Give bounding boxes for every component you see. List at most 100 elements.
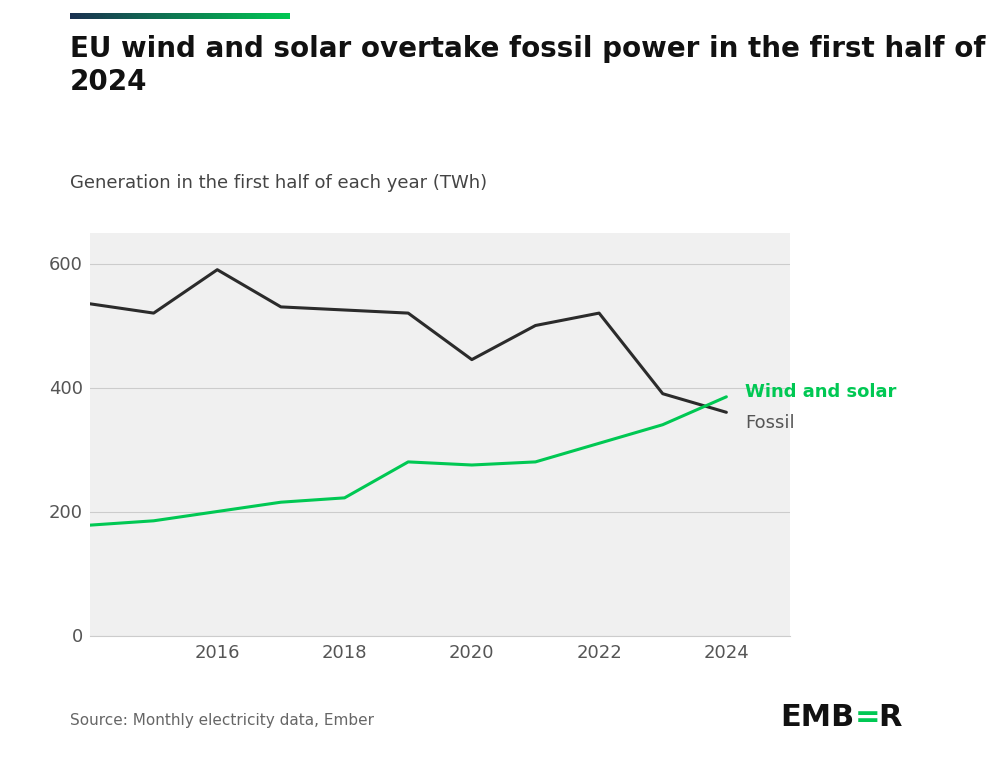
Bar (264, 13, 266, 19)
Bar (257, 13, 259, 19)
Bar (156, 13, 158, 19)
Bar (121, 13, 123, 19)
Bar (103, 13, 105, 19)
Bar (283, 13, 286, 19)
Bar (211, 13, 213, 19)
Bar (228, 13, 231, 19)
Bar (182, 13, 184, 19)
Bar (209, 13, 211, 19)
Bar (162, 13, 165, 19)
Bar (149, 13, 151, 19)
Bar (250, 13, 253, 19)
Bar (101, 13, 103, 19)
Bar (226, 13, 228, 19)
Bar (176, 13, 178, 19)
Bar (154, 13, 156, 19)
Bar (195, 13, 198, 19)
Bar (204, 13, 206, 19)
Bar (220, 13, 222, 19)
Bar (127, 13, 129, 19)
Bar (123, 13, 125, 19)
Bar (72, 13, 74, 19)
Bar (77, 13, 79, 19)
Bar (143, 13, 145, 19)
Bar (85, 13, 88, 19)
Bar (140, 13, 143, 19)
Bar (178, 13, 180, 19)
Bar (233, 13, 235, 19)
Bar (116, 13, 118, 19)
Bar (248, 13, 250, 19)
Bar (74, 13, 77, 19)
Text: R: R (878, 704, 902, 732)
Bar (136, 13, 138, 19)
Bar (275, 13, 277, 19)
Bar (200, 13, 202, 19)
Bar (281, 13, 283, 19)
Bar (112, 13, 114, 19)
Bar (239, 13, 242, 19)
Bar (167, 13, 169, 19)
Bar (259, 13, 261, 19)
Bar (147, 13, 149, 19)
Bar (235, 13, 237, 19)
Bar (198, 13, 200, 19)
Bar (184, 13, 187, 19)
Bar (244, 13, 246, 19)
Bar (88, 13, 90, 19)
Bar (125, 13, 127, 19)
Text: Source: Monthly electricity data, Ember: Source: Monthly electricity data, Ember (70, 714, 374, 728)
Bar (217, 13, 220, 19)
Text: Fossil: Fossil (745, 415, 795, 432)
Bar (246, 13, 248, 19)
Bar (107, 13, 110, 19)
Bar (138, 13, 140, 19)
Bar (110, 13, 112, 19)
Bar (255, 13, 257, 19)
Bar (187, 13, 189, 19)
Bar (96, 13, 99, 19)
Bar (266, 13, 268, 19)
Bar (286, 13, 288, 19)
Bar (70, 13, 72, 19)
Bar (105, 13, 107, 19)
Bar (92, 13, 94, 19)
Bar (165, 13, 167, 19)
Bar (253, 13, 255, 19)
Bar (169, 13, 171, 19)
Bar (129, 13, 132, 19)
Bar (160, 13, 162, 19)
Bar (132, 13, 134, 19)
Text: =: = (855, 704, 881, 732)
Bar (180, 13, 182, 19)
Bar (277, 13, 279, 19)
Bar (193, 13, 195, 19)
Bar (173, 13, 176, 19)
Bar (114, 13, 116, 19)
Bar (171, 13, 173, 19)
Text: EU wind and solar overtake fossil power in the first half of
2024: EU wind and solar overtake fossil power … (70, 35, 986, 96)
Bar (288, 13, 290, 19)
Bar (213, 13, 215, 19)
Bar (83, 13, 85, 19)
Text: Generation in the first half of each year (TWh): Generation in the first half of each yea… (70, 174, 487, 192)
Bar (158, 13, 160, 19)
Bar (270, 13, 272, 19)
Bar (189, 13, 191, 19)
Bar (99, 13, 101, 19)
Text: Wind and solar: Wind and solar (745, 383, 897, 401)
Bar (224, 13, 226, 19)
Bar (237, 13, 239, 19)
Bar (202, 13, 204, 19)
Bar (206, 13, 209, 19)
Bar (242, 13, 244, 19)
Bar (272, 13, 275, 19)
Bar (231, 13, 233, 19)
Bar (279, 13, 281, 19)
Bar (215, 13, 217, 19)
Bar (222, 13, 224, 19)
Bar (118, 13, 121, 19)
Bar (81, 13, 83, 19)
Bar (151, 13, 154, 19)
Bar (79, 13, 81, 19)
